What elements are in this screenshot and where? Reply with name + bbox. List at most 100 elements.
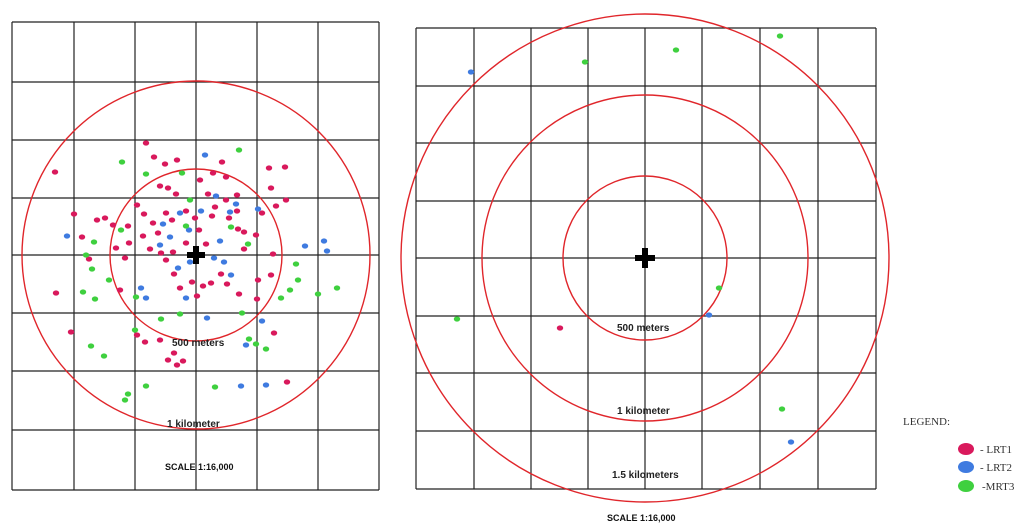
- station-point-lrt2: [212, 193, 220, 199]
- station-point-lrt2: [320, 238, 328, 244]
- station-point-lrt1: [199, 283, 207, 289]
- station-point-lrt1: [209, 170, 217, 176]
- station-point-lrt2: [323, 248, 331, 254]
- station-point-lrt1: [196, 177, 204, 183]
- station-point-lrt2: [159, 221, 167, 227]
- station-point-lrt1: [157, 250, 165, 256]
- right-ring-label-500m: 500 meters: [617, 323, 670, 334]
- station-point-mrt3: [157, 316, 165, 322]
- station-point-lrt2: [176, 210, 184, 216]
- right-ring-label-1-5km: 1.5 kilometers: [612, 470, 679, 481]
- station-point-lrt1: [233, 192, 241, 198]
- station-point-lrt1: [222, 197, 230, 203]
- legend-label-lrt1: - LRT1: [980, 444, 1012, 456]
- station-point-lrt2: [216, 238, 224, 244]
- station-point-lrt1: [78, 234, 86, 240]
- station-point-mrt3: [132, 294, 140, 300]
- station-point-lrt1: [191, 215, 199, 221]
- station-point-lrt1: [240, 246, 248, 252]
- legend-swatch-mrt3: [958, 480, 974, 492]
- right-ring-1km: [481, 94, 809, 422]
- station-point-lrt2: [237, 383, 245, 389]
- station-point-lrt1: [168, 217, 176, 223]
- station-point-lrt1: [142, 140, 150, 146]
- station-point-mrt3: [178, 170, 186, 176]
- station-point-lrt1: [272, 203, 280, 209]
- station-point-lrt2: [227, 272, 235, 278]
- station-point-lrt1: [267, 185, 275, 191]
- station-point-lrt1: [141, 339, 149, 345]
- right-map-points: [453, 33, 795, 445]
- station-point-mrt3: [91, 296, 99, 302]
- station-point-lrt1: [179, 358, 187, 364]
- station-point-lrt1: [156, 337, 164, 343]
- station-point-lrt1: [169, 249, 177, 255]
- station-point-lrt2: [137, 285, 145, 291]
- station-point-lrt1: [204, 191, 212, 197]
- station-point-mrt3: [90, 239, 98, 245]
- station-point-lrt2: [197, 208, 205, 214]
- right-ring-label-1km: 1 kilometer: [617, 406, 670, 417]
- station-point-mrt3: [238, 310, 246, 316]
- station-point-lrt1: [140, 211, 148, 217]
- station-point-mrt3: [244, 241, 252, 247]
- station-point-lrt1: [116, 287, 124, 293]
- station-point-mrt3: [79, 289, 87, 295]
- station-point-lrt2: [467, 69, 475, 75]
- left-scale-label: SCALE 1:16,000: [165, 462, 234, 472]
- station-point-mrt3: [182, 223, 190, 229]
- station-point-mrt3: [581, 59, 589, 65]
- station-point-lrt1: [154, 230, 162, 236]
- station-point-mrt3: [245, 336, 253, 342]
- station-point-lrt1: [265, 165, 273, 171]
- station-point-lrt1: [208, 213, 216, 219]
- station-point-lrt1: [182, 240, 190, 246]
- station-point-mrt3: [142, 383, 150, 389]
- station-point-lrt1: [269, 251, 277, 257]
- station-point-mrt3: [286, 287, 294, 293]
- legend-label-lrt2: - LRT2: [980, 462, 1012, 474]
- station-point-mrt3: [87, 343, 95, 349]
- station-point-lrt1: [267, 272, 275, 278]
- station-point-mrt3: [715, 285, 723, 291]
- station-point-lrt1: [182, 208, 190, 214]
- station-point-lrt1: [254, 277, 262, 283]
- left-center-cross: [187, 246, 205, 264]
- station-point-mrt3: [776, 33, 784, 39]
- station-point-lrt1: [188, 279, 196, 285]
- station-point-lrt2: [174, 265, 182, 271]
- station-point-mrt3: [186, 197, 194, 203]
- station-point-lrt2: [210, 255, 218, 261]
- left-ring-500m: [109, 168, 283, 342]
- station-point-lrt1: [211, 204, 219, 210]
- station-point-lrt1: [283, 379, 291, 385]
- station-point-mrt3: [121, 397, 129, 403]
- station-point-lrt1: [253, 296, 261, 302]
- station-point-mrt3: [292, 261, 300, 267]
- station-point-lrt2: [232, 201, 240, 207]
- station-point-lrt2: [63, 233, 71, 239]
- station-point-lrt1: [172, 191, 180, 197]
- station-point-mrt3: [124, 391, 132, 397]
- station-point-lrt1: [170, 271, 178, 277]
- station-point-lrt1: [282, 197, 290, 203]
- station-point-lrt2: [186, 259, 194, 265]
- station-point-lrt2: [201, 152, 209, 158]
- station-point-lrt1: [170, 350, 178, 356]
- station-point-mrt3: [314, 291, 322, 297]
- station-point-lrt2: [262, 382, 270, 388]
- station-point-lrt1: [270, 330, 278, 336]
- station-point-lrt2: [182, 295, 190, 301]
- station-point-lrt1: [207, 280, 215, 286]
- station-point-lrt2: [203, 315, 211, 321]
- station-point-lrt2: [254, 206, 262, 212]
- station-point-lrt1: [125, 240, 133, 246]
- station-point-lrt1: [258, 210, 266, 216]
- station-point-mrt3: [453, 316, 461, 322]
- station-point-lrt1: [52, 290, 60, 296]
- station-point-lrt1: [281, 164, 289, 170]
- station-point-lrt1: [193, 293, 201, 299]
- right-center-cross: [635, 248, 655, 268]
- legend-item-mrt3: -MRT3: [958, 480, 1015, 493]
- station-point-lrt1: [202, 241, 210, 247]
